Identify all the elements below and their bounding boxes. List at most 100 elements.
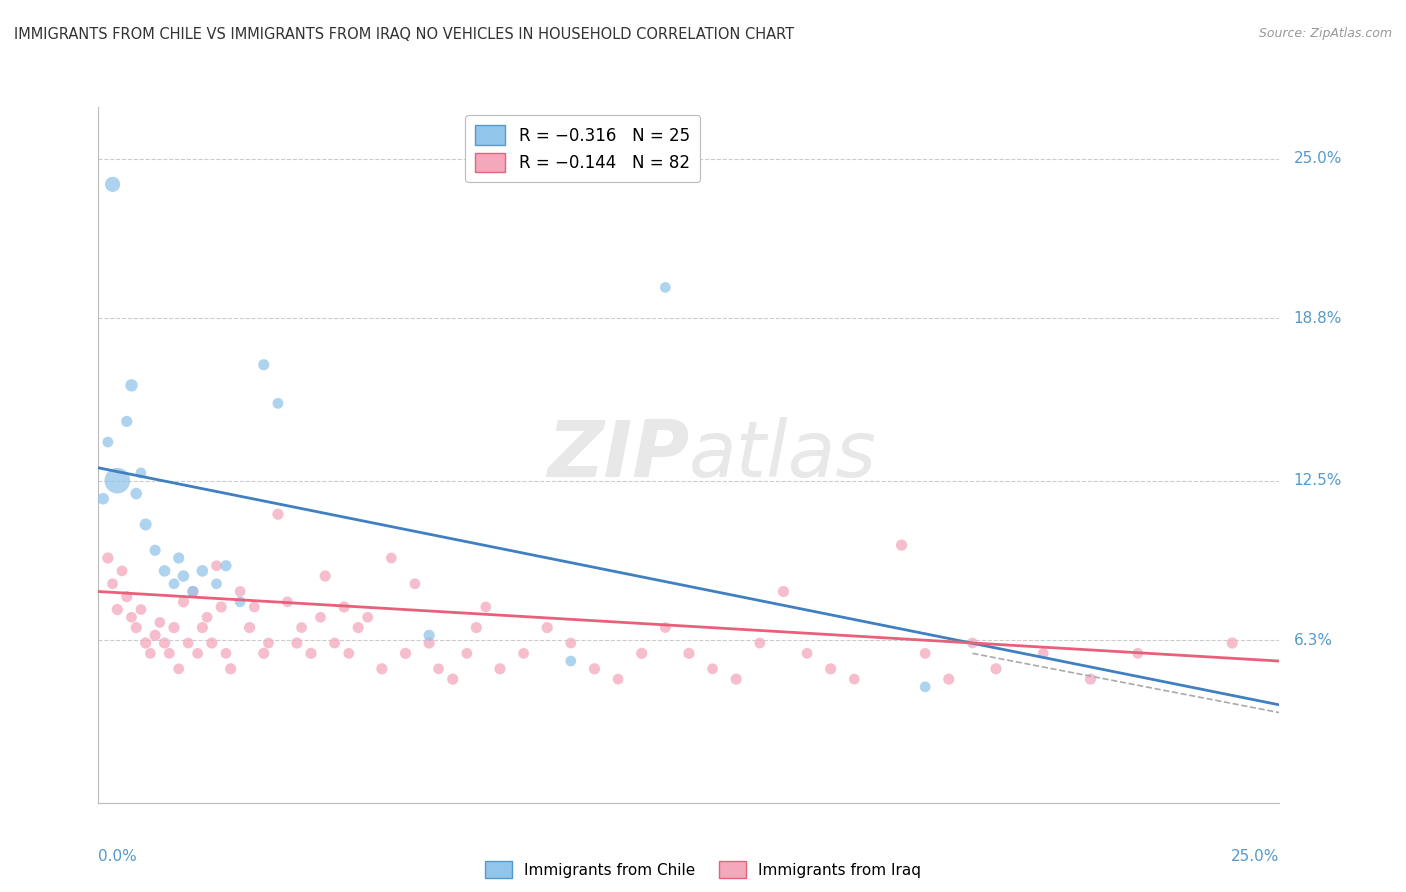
Point — [333, 599, 356, 614]
Legend: Immigrants from Chile, Immigrants from Iraq: Immigrants from Chile, Immigrants from I… — [478, 855, 928, 884]
Text: 18.8%: 18.8% — [1294, 310, 1341, 326]
Point — [167, 662, 190, 676]
Point — [465, 621, 488, 635]
Point — [938, 672, 960, 686]
Point — [796, 646, 818, 660]
Point — [149, 615, 172, 630]
Point — [97, 435, 120, 450]
Point — [121, 378, 143, 392]
Point — [239, 621, 262, 635]
Point — [205, 558, 228, 573]
Point — [181, 584, 204, 599]
Text: 25.0%: 25.0% — [1294, 151, 1341, 166]
Point — [97, 551, 120, 566]
Point — [427, 662, 450, 676]
Point — [560, 654, 582, 668]
Point — [512, 646, 534, 660]
Point — [418, 636, 440, 650]
Point — [772, 584, 794, 599]
Point — [357, 610, 380, 624]
Text: IMMIGRANTS FROM CHILE VS IMMIGRANTS FROM IRAQ NO VEHICLES IN HOUSEHOLD CORRELATI: IMMIGRANTS FROM CHILE VS IMMIGRANTS FROM… — [14, 27, 794, 42]
Point — [607, 672, 630, 686]
Point — [290, 621, 312, 635]
Point — [195, 610, 218, 624]
Text: 25.0%: 25.0% — [1232, 849, 1279, 864]
Point — [820, 662, 842, 676]
Point — [115, 414, 138, 428]
Point — [962, 636, 984, 650]
Point — [172, 569, 194, 583]
Point — [475, 599, 498, 614]
Point — [172, 595, 194, 609]
Point — [125, 486, 148, 500]
Point — [404, 576, 426, 591]
Point — [560, 636, 582, 650]
Text: atlas: atlas — [689, 417, 877, 493]
Point — [129, 466, 152, 480]
Point — [163, 621, 186, 635]
Point — [678, 646, 700, 660]
Point — [394, 646, 416, 660]
Text: 12.5%: 12.5% — [1294, 473, 1341, 488]
Point — [309, 610, 332, 624]
Point — [205, 576, 228, 591]
Point — [191, 621, 214, 635]
Text: 0.0%: 0.0% — [98, 849, 138, 864]
Point — [167, 551, 190, 566]
Point — [209, 599, 232, 614]
Point — [201, 636, 224, 650]
Point — [229, 595, 252, 609]
Point — [984, 662, 1007, 676]
Point — [337, 646, 360, 660]
Point — [347, 621, 370, 635]
Point — [135, 636, 157, 650]
Point — [441, 672, 464, 686]
Point — [583, 662, 606, 676]
Point — [215, 646, 238, 660]
Point — [380, 551, 402, 566]
Point — [748, 636, 770, 650]
Point — [257, 636, 280, 650]
Point — [215, 558, 238, 573]
Text: 6.3%: 6.3% — [1294, 633, 1333, 648]
Point — [914, 646, 936, 660]
Point — [139, 646, 162, 660]
Point — [725, 672, 748, 686]
Point — [1080, 672, 1102, 686]
Point — [243, 599, 266, 614]
Point — [121, 610, 143, 624]
Point — [253, 646, 276, 660]
Point — [101, 576, 124, 591]
Point — [219, 662, 242, 676]
Point — [630, 646, 652, 660]
Point — [323, 636, 346, 650]
Point — [456, 646, 478, 660]
Point — [115, 590, 138, 604]
Point — [536, 621, 558, 635]
Point — [105, 474, 128, 488]
Point — [191, 564, 214, 578]
Text: ZIP: ZIP — [547, 417, 689, 493]
Point — [267, 396, 290, 410]
Point — [914, 680, 936, 694]
Point — [890, 538, 912, 552]
Point — [229, 584, 252, 599]
Point — [143, 543, 166, 558]
Point — [276, 595, 298, 609]
Point — [101, 178, 124, 192]
Point — [371, 662, 394, 676]
Text: Source: ZipAtlas.com: Source: ZipAtlas.com — [1258, 27, 1392, 40]
Point — [418, 628, 440, 642]
Point — [181, 584, 204, 599]
Point — [111, 564, 134, 578]
Point — [129, 602, 152, 616]
Point — [489, 662, 512, 676]
Point — [105, 602, 128, 616]
Point — [177, 636, 200, 650]
Point — [1220, 636, 1243, 650]
Point — [187, 646, 209, 660]
Point — [285, 636, 308, 650]
Point — [125, 621, 148, 635]
Point — [844, 672, 866, 686]
Point — [153, 636, 176, 650]
